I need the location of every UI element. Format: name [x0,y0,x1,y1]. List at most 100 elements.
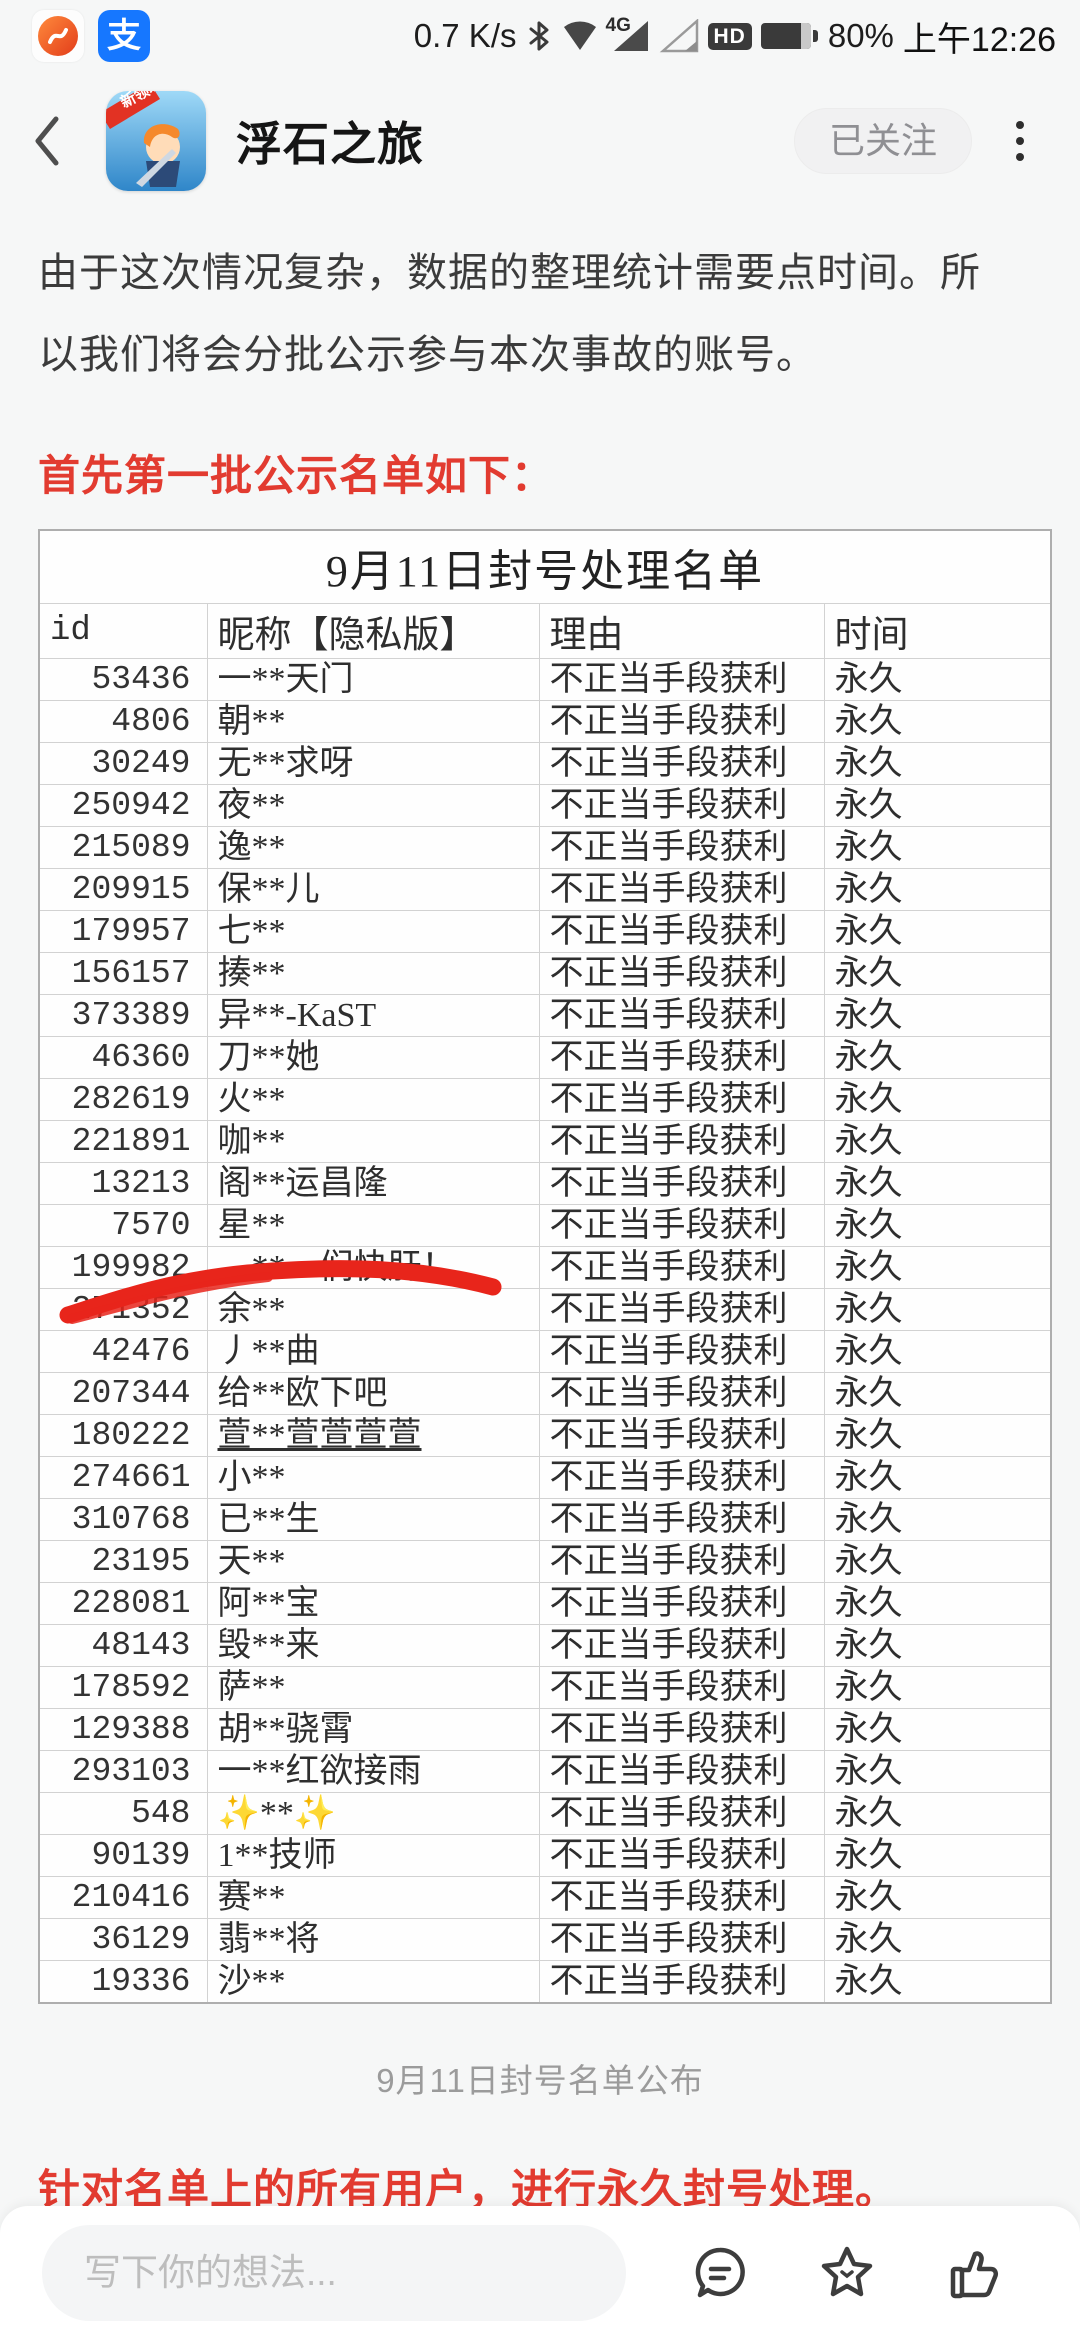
battery-icon [760,22,819,50]
network-type-label: 4G [605,15,631,36]
cell-id: 42476 [38,1330,208,1373]
cell-reason: 不正当手段获利 [538,1624,825,1667]
cell-reason: 不正当手段获利 [538,742,825,785]
cell-reason: 不正当手段获利 [538,1540,825,1583]
cell-duration: 永久 [823,700,1052,743]
like-button[interactable] [941,2240,1007,2306]
page-title: 浮石之旅 [236,118,424,170]
cell-reason: 不正当手段获利 [538,1330,825,1373]
clock: 上午12:26 [902,20,1056,59]
image-caption: 9月11日封号名单公布 [376,2062,704,2099]
cell-duration: 永久 [823,1708,1052,1751]
table-row: 274661 小** 不正当手段获利 永久 [38,1456,1052,1499]
cell-id: 13213 [38,1162,208,1205]
cell-nickname: 已**生 [206,1498,540,1541]
cell-id: 46360 [38,1036,208,1079]
cell-nickname: 阿**宝 [206,1582,540,1625]
cell-duration: 永久 [823,742,1052,785]
cell-id: 228081 [38,1582,208,1625]
cell-id: 129388 [38,1708,208,1751]
table-row: 19336 沙** 不正当手段获利 永久 [38,1960,1052,2004]
cell-reason: 不正当手段获利 [538,1498,825,1541]
comment-input[interactable] [42,2225,626,2321]
cell-duration: 永久 [823,1624,1052,1667]
cell-duration: 永久 [823,1372,1052,1415]
cell-id: 310768 [38,1498,208,1541]
cell-nickname: 给**欧下吧 [206,1372,540,1415]
cell-duration: 永久 [823,1036,1052,1079]
comment-bubble-icon [695,2247,745,2298]
cell-reason: 不正当手段获利 [538,1162,825,1205]
more-menu-button[interactable] [990,121,1050,161]
cell-id: 210416 [38,1876,208,1919]
table-row: 178592 萨** 不正当手段获利 永久 [38,1666,1052,1709]
status-indicators: 0.7 K/s 4G HD 80% 上午12:26 [414,12,1056,61]
table-row: 180222 萱**萱萱萱萱 不正当手段获利 永久 [38,1414,1052,1457]
cell-duration: 永久 [823,658,1052,701]
status-bar: 支 0.7 K/s 4G HD 80% 上午12:26 [0,0,1080,66]
star-icon [821,2246,873,2297]
cell-reason: 不正当手段获利 [538,1078,825,1121]
cell-id: 373389 [38,994,208,1037]
post-content: 由于这次情况复杂，数据的整理统计需要点时间。所以我们将会分批公示参与本次事故的账… [0,232,1080,2217]
col-header-reason: 理由 [538,603,825,659]
cell-reason: 不正当手段获利 [538,1120,825,1163]
table-row: 271352 余** 不正当手段获利 永久 [38,1288,1052,1331]
ban-list-intro: 首先第一批公示名单如下： [38,452,555,499]
table-row: 293103 一**红欲接雨 不正当手段获利 永久 [38,1750,1052,1793]
cell-reason: 不正当手段获利 [538,1204,825,1247]
cell-duration: 永久 [823,1204,1052,1247]
cell-reason: 不正当手段获利 [538,952,825,995]
cell-nickname: 小** [206,1456,540,1499]
cell-nickname: 刀**她 [206,1036,540,1079]
table-row: 209915 保**儿 不正当手段获利 永久 [38,868,1052,911]
cell-nickname: 一**红欲接雨 [206,1750,540,1793]
table-row: 199982 ** 们快肝！ 不正当手段获利 永久 [38,1246,1052,1289]
cell-duration: 永久 [823,1918,1052,1961]
cell-id: 180222 [38,1414,208,1457]
cell-id: 179957 [38,910,208,953]
cell-reason: 不正当手段获利 [538,1456,825,1499]
favorite-button[interactable] [814,2240,880,2306]
cell-duration: 永久 [823,1120,1052,1163]
cell-id: 221891 [38,1120,208,1163]
cell-reason: 不正当手段获利 [538,1750,825,1793]
cell-reason: 不正当手段获利 [538,1414,825,1457]
ban-table: 9月11日封号处理名单 id 昵称【隐私版】 理由 时间 53436 一**天门… [38,529,1052,2004]
cell-reason: 不正当手段获利 [538,1666,825,1709]
signal-sim2-icon [659,19,698,53]
cell-reason: 不正当手段获利 [538,658,825,701]
cell-id: 250942 [38,784,208,827]
cell-id: 274661 [38,1456,208,1499]
ban-table-image: 9月11日封号处理名单 id 昵称【隐私版】 理由 时间 53436 一**天门… [38,529,1052,2004]
table-row: 250942 夜** 不正当手段获利 永久 [38,784,1052,827]
cell-duration: 永久 [823,952,1052,995]
back-button[interactable] [30,101,90,181]
bluetooth-icon [529,21,548,51]
comments-button[interactable] [687,2240,753,2306]
cell-duration: 永久 [823,910,1052,953]
ban-table-title: 9月11日封号处理名单 [38,529,1052,604]
cell-id: 271352 [38,1288,208,1331]
table-row: 48143 毁**来 不正当手段获利 永久 [38,1624,1052,1667]
post-paragraph: 由于这次情况复杂，数据的整理统计需要点时间。所以我们将会分批公示参与本次事故的账… [38,251,981,377]
table-row: 215089 逸** 不正当手段获利 永久 [38,826,1052,869]
cell-duration: 永久 [823,1666,1052,1709]
followed-button[interactable]: 已关注 [793,108,972,174]
table-row: 129388 胡**骁霄 不正当手段获利 永久 [38,1708,1052,1751]
volte-hd-badge: HD [707,22,752,50]
cell-duration: 永久 [823,1960,1052,2004]
cell-reason: 不正当手段获利 [538,1708,825,1751]
post-header: 新领域 浮石之旅 已关注 [0,66,1080,216]
cell-nickname: 沙** [206,1960,540,2004]
cell-duration: 永久 [823,1750,1052,1793]
cell-nickname: 毁**来 [206,1624,540,1667]
table-row: 373389 异**-KaST 不正当手段获利 永久 [38,994,1052,1037]
table-row: 7570 星** 不正当手段获利 永久 [38,1204,1052,1247]
cell-nickname: 星** [206,1204,540,1247]
cell-id: 199982 [38,1246,208,1289]
game-avatar[interactable]: 新领域 [106,91,206,191]
cell-id: 48143 [38,1624,208,1667]
cell-nickname: 丿**曲 [206,1330,540,1373]
